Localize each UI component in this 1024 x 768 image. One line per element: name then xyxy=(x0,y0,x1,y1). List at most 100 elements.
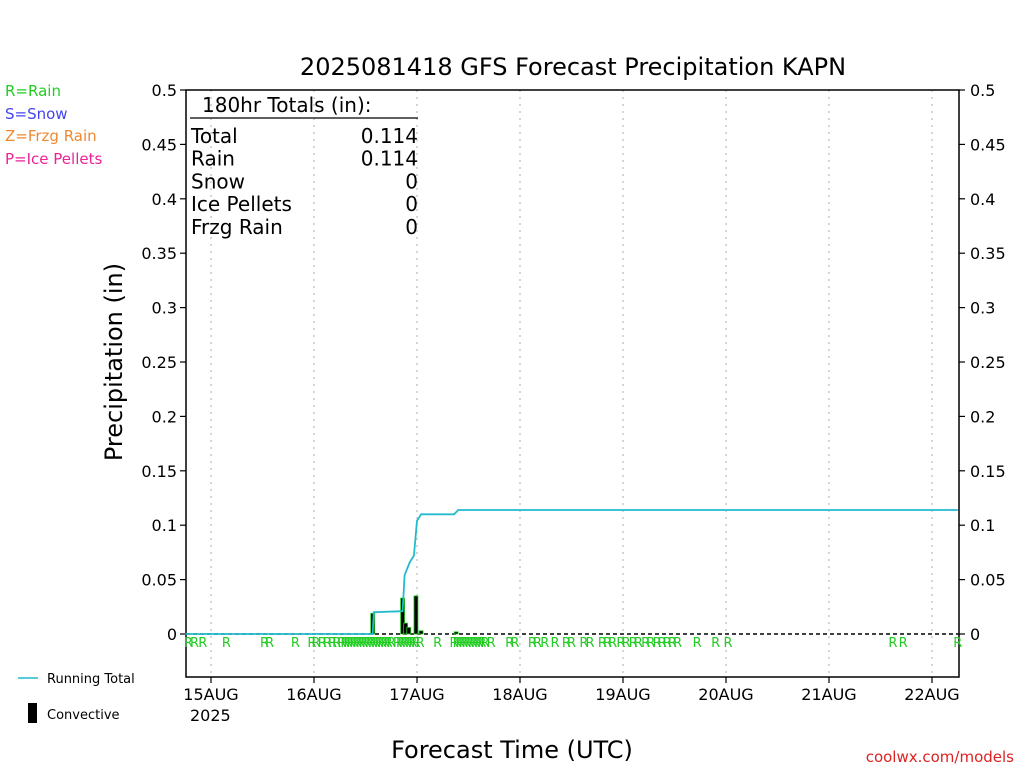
y-tick-label: 0.3 xyxy=(970,299,995,318)
x-axis-label: Forecast Time (UTC) xyxy=(391,736,633,764)
credit-text: coolwx.com/models xyxy=(866,748,1014,766)
y-tick-label: 0.1 xyxy=(152,516,177,535)
ptype-marker-rain: R xyxy=(450,636,459,651)
ptype-marker-rain: R xyxy=(641,636,650,651)
ptype-marker-rain: R xyxy=(411,636,420,651)
ptype-marker-rain: R xyxy=(399,636,408,651)
ptype-marker-rain: R xyxy=(405,636,414,651)
x-tick-label: 20AUG xyxy=(698,685,753,704)
ptype-marker-rain: R xyxy=(471,636,480,651)
ptype-marker-rain: R xyxy=(387,636,396,651)
ptype-marker-rain: R xyxy=(652,636,661,651)
ptype-marker-rain: R xyxy=(328,636,337,651)
ptype-marker-rain: R xyxy=(608,636,617,651)
ptype-marker-rain: R xyxy=(465,636,474,651)
ptype-marker-rain: R xyxy=(462,636,471,651)
ptype-marker-rain: R xyxy=(528,636,537,651)
ptype-marker-rain: R xyxy=(347,636,356,651)
ptype-marker-rain: R xyxy=(598,636,607,651)
ptype-marker-rain: R xyxy=(356,636,365,651)
grid-lines xyxy=(210,90,933,677)
ptype-marker-rain: R xyxy=(381,636,390,651)
y-tick-label: 0.4 xyxy=(970,190,995,209)
legend-snow: S=Snow xyxy=(5,105,68,123)
ptype-marker-rain: R xyxy=(899,636,908,651)
ptype-marker-rain: R xyxy=(368,636,377,651)
y-tick-label: 0.5 xyxy=(970,81,995,100)
ptype-marker-rain: R xyxy=(603,636,612,651)
x-tick-label: 22AUG xyxy=(904,685,959,704)
x-tick-label: 17AUG xyxy=(389,685,444,704)
ptype-marker-rain: R xyxy=(312,636,321,651)
legend-frzg-rain: Z=Frzg Rain xyxy=(5,127,97,145)
ptype-marker-rain: R xyxy=(198,636,207,651)
y-tick-label: 0.45 xyxy=(141,135,177,154)
ptype-marker-rain: R xyxy=(340,636,349,651)
ptype-marker-rain: R xyxy=(222,636,231,651)
ptype-marker-rain: R xyxy=(567,636,576,651)
ptype-marker-rain: R xyxy=(260,636,269,651)
ptype-marker-rain: R xyxy=(408,636,417,651)
ptype-marker-rain: R xyxy=(332,636,341,651)
totals-row-value: 0 xyxy=(405,215,418,239)
y-tick-label: 0.15 xyxy=(141,462,177,481)
ptype-marker-rain: R xyxy=(318,636,327,651)
y-tick-label: 0 xyxy=(167,625,177,644)
legend-rain: R=Rain xyxy=(5,82,61,100)
totals-row-value: 0.114 xyxy=(361,147,418,171)
totals-box: 180hr Totals (in): Total 0.114 Rain 0.114 Sn… xyxy=(190,93,418,239)
y-tick-label: 0.45 xyxy=(970,135,1006,154)
ptype-marker-rain: R xyxy=(562,636,571,651)
totals-row-label: Total xyxy=(190,124,238,148)
ptype-marker-rain: R xyxy=(586,636,595,651)
y-axis-label: Precipitation (in) xyxy=(100,263,128,461)
ptype-marker-rain: R xyxy=(365,636,374,651)
ptype-marker-rain: R xyxy=(265,636,274,651)
ptype-marker-rain: R xyxy=(190,636,199,651)
ptype-marker-rain: R xyxy=(540,636,549,651)
ptype-marker-rain: R xyxy=(477,636,486,651)
ptype-marker-rain: R xyxy=(353,636,362,651)
y-tick-label: 0.15 xyxy=(970,462,1006,481)
totals-header: 180hr Totals (in): xyxy=(202,93,372,117)
ptype-marker-rain: R xyxy=(468,636,477,651)
ptype-marker-rain: R xyxy=(453,636,462,651)
ptype-marker-rain: R xyxy=(396,636,405,651)
x-tick-label: 21AUG xyxy=(801,685,856,704)
totals-row-label: Ice Pellets xyxy=(191,192,292,216)
ptype-marker-rain: R xyxy=(693,636,702,651)
ptype-marker-rain: R xyxy=(416,636,425,651)
ptype-marker-rain: R xyxy=(307,636,316,651)
ptype-marker-rain: R xyxy=(953,636,962,651)
ptype-marker-rain: R xyxy=(629,636,638,651)
totals-row-value: 0 xyxy=(405,169,418,193)
plot-frame xyxy=(185,89,960,678)
precip-bar xyxy=(413,595,419,635)
ptype-marker-rain: R xyxy=(377,636,386,651)
y-tick-label: 0.4 xyxy=(152,190,177,209)
ptype-marker-rain: R xyxy=(184,636,193,651)
totals-row-label: Frzg Rain xyxy=(191,215,283,239)
ptype-marker-rain: R xyxy=(456,636,465,651)
ptype-marker-rain: R xyxy=(323,636,332,651)
y-ticks-left: 0.5 0.45 0.4 0.35 0.3 0.25 0.2 0.15 0.1 0.05 0 xyxy=(141,81,186,644)
precip-bar xyxy=(418,630,424,635)
x-ticks: 15AUG 2025 16AUG 17AUG 18AUG 19AUG 20AUG 21AUG 2… xyxy=(183,677,960,725)
ptype-marker-rain: R xyxy=(658,636,667,651)
ptype-marker-rain: R xyxy=(480,636,489,651)
y-tick-label: 0.2 xyxy=(152,407,177,426)
totals-row-value: 0.114 xyxy=(361,124,418,148)
ptype-marker-rain: R xyxy=(724,636,733,651)
ptype-marker-rain: R xyxy=(487,636,496,651)
y-tick-label: 0.1 xyxy=(970,516,995,535)
precip-bar xyxy=(453,631,459,635)
x-tick-sublabel: 2025 xyxy=(190,706,231,725)
ptype-marker-rain: R xyxy=(402,636,411,651)
y-tick-label: 0.35 xyxy=(970,244,1006,263)
legend-convective: Convective xyxy=(47,708,120,723)
ptype-marker-rain: R xyxy=(673,636,682,651)
y-tick-label: 0.05 xyxy=(970,571,1006,590)
ptype-marker-rain: R xyxy=(474,636,483,651)
